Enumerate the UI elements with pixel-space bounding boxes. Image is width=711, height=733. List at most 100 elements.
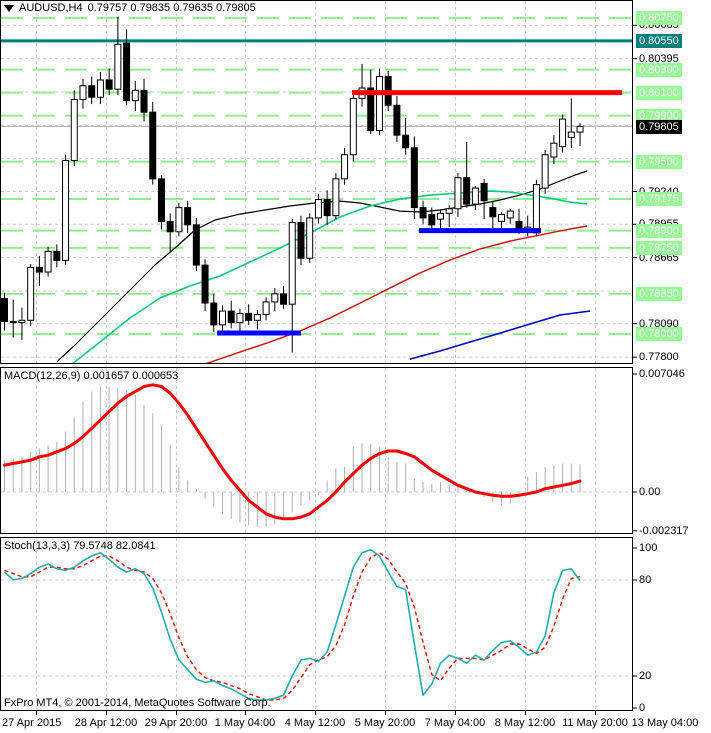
time-axis-label: 1 May 04:00 [214,717,276,729]
time-axis-label: 5 May 20:00 [354,717,416,729]
candle-body [498,214,506,222]
candle-body [532,184,540,234]
ma-black [56,170,588,363]
candle-body [314,199,322,219]
main-chart-canvas[interactable] [0,0,711,364]
candle-body [567,131,575,138]
candle-body [157,178,165,222]
time-axis-label: 7 May 04:00 [424,717,486,729]
chart-title: AUDUSD,H4 0.79757 0.79835 0.79635 0.7980… [4,2,256,14]
time-axis-label: 29 Apr 20:00 [144,717,208,729]
candle-body [393,104,401,136]
candle-body [550,142,558,158]
candle-body [489,207,497,218]
panel-border [0,537,633,711]
stoch-panel[interactable]: Stoch(13,3,3) 79.5748 82.0841 [0,537,711,711]
candle-body [219,310,226,326]
time-axis-tick [176,711,177,715]
time-axis-label: 27 Apr 2015 [2,717,62,729]
candle-body [428,214,436,226]
candle-body [227,310,235,324]
candle-body [114,43,122,90]
candle-body [149,111,157,180]
candle-body [375,76,383,132]
candle-body [445,208,453,214]
candle-body [559,118,567,148]
candle-body [18,319,26,324]
candle-body [323,199,331,217]
macd-chart-canvas[interactable] [0,367,711,534]
candle-body [480,182,488,202]
candle-body [201,264,209,304]
candle-body [9,320,17,324]
candle-body [79,85,87,101]
candle-body [280,293,288,305]
stoch-chart-canvas[interactable] [0,537,711,711]
stoch-k-line [3,548,581,701]
candle-body [88,85,96,98]
candle-body [62,159,70,262]
chart-dropdown-icon [4,4,14,12]
time-axis-tick [315,711,316,715]
ma-red [204,225,588,364]
time-axis[interactable]: 27 Apr 2015 28 Apr 12:00 29 Apr 20:00 1 May… [0,711,711,733]
candle-body [471,187,479,205]
candle-body [105,79,113,90]
candle-body [123,42,131,102]
candle-body [175,207,183,233]
time-axis-label: 8 May 12:00 [494,717,556,729]
time-axis-label: 28 Apr 12:00 [74,717,138,729]
time-axis-tick [385,711,386,715]
time-axis-label: 13 May 04:00 [631,717,699,729]
candle-body [44,250,52,273]
macd-panel[interactable]: MACD(12,26,9) 0.001657 0.000653 [0,367,711,534]
time-axis-tick [525,711,526,715]
candle-body [184,207,192,226]
panel-border [0,0,633,364]
copyright-text: FxPro MT4, © 2001-2014, MetaQuotes Softw… [4,697,271,709]
candle-body [262,301,270,316]
ma-blue [409,310,591,360]
candle-body [236,312,244,324]
candle-body [454,177,462,210]
candle-body [245,312,253,321]
time-axis-tick [36,711,37,715]
candle-body [341,154,349,180]
time-axis-tick [106,711,107,715]
candle-body [506,210,514,219]
candle-body [541,154,549,189]
candle-body [297,222,305,259]
candle-body [410,147,418,209]
candle-body [576,126,584,133]
candle-body [349,97,357,156]
candle-body [253,314,261,321]
time-axis-tick [595,711,596,715]
candle-body [27,266,35,321]
candle-body [288,222,296,305]
candle-body [437,212,444,220]
candle-body [70,99,78,161]
time-axis-label: 4 May 12:00 [284,717,346,729]
time-axis-label: 11 May 20:00 [562,717,628,729]
macd-indicator-label: MACD(12,26,9) 0.001657 0.000653 [4,370,179,382]
chart-ohlc-values: 0.79757 0.79835 0.79635 0.79805 [87,2,256,14]
candle-body [402,134,410,149]
candle-body [131,89,139,102]
stoch-indicator-label: Stoch(13,3,3) 79.5748 82.0841 [4,540,156,552]
candle-body [306,217,314,259]
candle-body [96,79,104,98]
candle-body [53,250,61,262]
price-panel[interactable] [0,0,711,364]
candle-body [271,293,279,303]
candle-body [192,224,200,266]
candle-body [419,207,427,219]
macd-signal-line [3,383,582,521]
candle-body [463,177,471,205]
candle-body [210,302,218,326]
candle-body [1,297,8,322]
candle-body [332,178,340,217]
panel-border [0,367,633,534]
ma-green [71,190,588,364]
candle-body [367,87,375,132]
time-axis-tick [455,711,456,715]
